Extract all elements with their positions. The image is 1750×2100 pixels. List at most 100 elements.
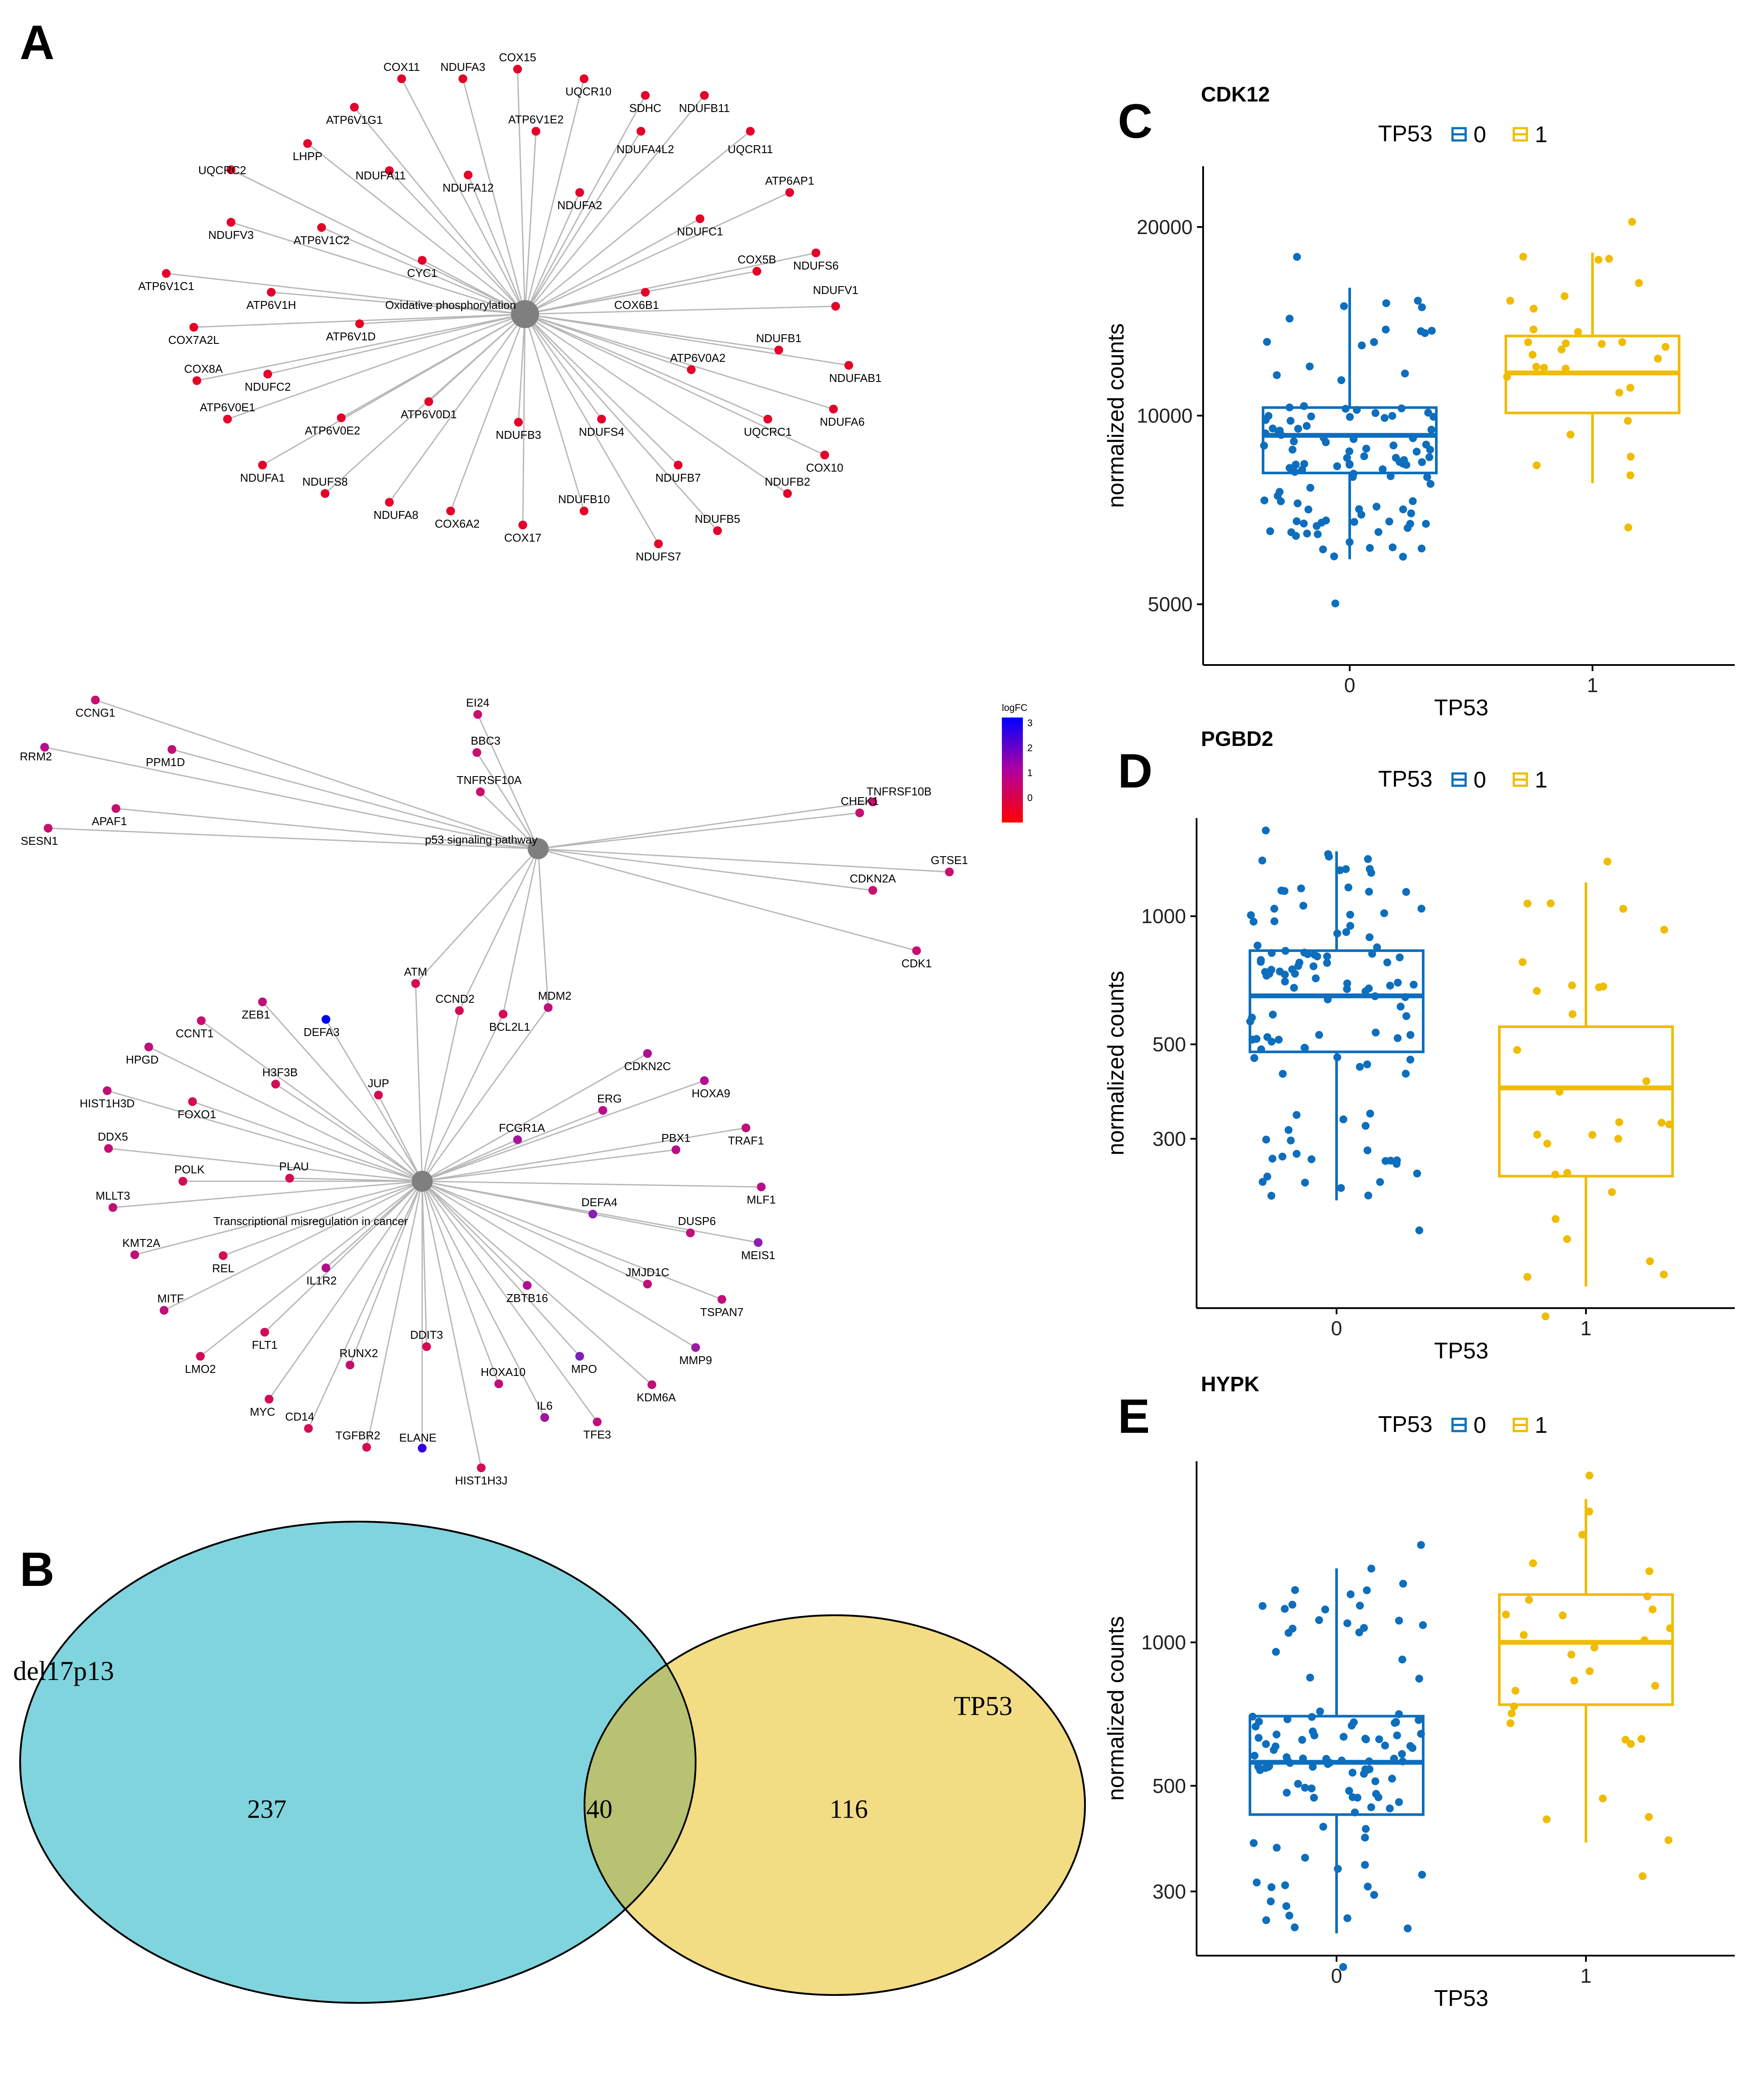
data-point <box>1321 1605 1330 1614</box>
data-point <box>1345 447 1354 455</box>
data-point <box>1356 1601 1364 1610</box>
network-edge <box>525 218 700 315</box>
gene-label: DEFA3 <box>304 1026 340 1039</box>
gene-node <box>700 91 709 100</box>
data-point <box>1339 1115 1348 1124</box>
legend-label: 0 <box>1474 1413 1486 1438</box>
data-point <box>1364 1191 1372 1200</box>
gene-node <box>422 1342 431 1351</box>
data-point <box>1615 388 1624 397</box>
network-edge <box>95 699 539 850</box>
network-edge <box>502 848 539 1015</box>
network-edge <box>421 1181 598 1422</box>
data-point <box>1362 1825 1370 1833</box>
data-point <box>1543 1815 1551 1824</box>
gene-label: NDUFB7 <box>655 471 701 484</box>
data-point <box>1310 1794 1318 1802</box>
colorbar-tick: 0 <box>1027 792 1032 803</box>
logfc-colorbar: logFC 3 2 1 0 <box>1002 702 1032 822</box>
gene-node <box>178 1177 187 1186</box>
network-edge <box>108 1148 423 1182</box>
pathway-hub-node <box>412 1171 433 1192</box>
gene-node <box>785 188 794 197</box>
data-point <box>1374 528 1382 536</box>
data-point <box>1274 1036 1283 1044</box>
data-point <box>1350 518 1358 526</box>
gene-label: ELANE <box>399 1431 436 1444</box>
gene-label: TNFRSF10B <box>867 785 932 798</box>
data-point <box>1399 553 1407 561</box>
gene-label: NDUFA4L2 <box>616 143 674 156</box>
data-point <box>1250 1751 1259 1760</box>
data-point <box>1568 981 1576 990</box>
gene-label: ZEB1 <box>242 1008 270 1021</box>
network-edge <box>525 291 646 315</box>
y-axis-title: normalized counts <box>1103 971 1129 1155</box>
data-point <box>1343 1619 1351 1628</box>
data-point <box>1250 917 1258 926</box>
legend-title: TP53 <box>1378 1412 1432 1437</box>
data-point <box>1259 1178 1267 1186</box>
gene-label: TSPAN7 <box>700 1306 743 1319</box>
gene-node <box>513 1135 522 1144</box>
gene-label: KMT2A <box>122 1236 161 1250</box>
data-point <box>1619 905 1628 913</box>
network-edge <box>524 314 602 420</box>
data-point <box>1408 1744 1417 1752</box>
data-point <box>1294 1780 1302 1788</box>
data-point <box>1428 326 1436 335</box>
network-edge <box>415 983 423 1182</box>
network-edge <box>275 1083 423 1182</box>
gene-node <box>350 103 359 112</box>
gene-label: NDUFB2 <box>765 475 810 488</box>
network-edge <box>415 848 539 984</box>
network-edge <box>458 848 539 1011</box>
network-edge <box>262 1001 423 1182</box>
data-point <box>1382 1157 1390 1165</box>
network-edge <box>525 313 849 366</box>
network-edge <box>308 1181 423 1429</box>
x-axis-title: TP53 <box>1434 695 1488 721</box>
gene-node <box>746 127 755 136</box>
data-point <box>1558 345 1566 354</box>
data-point <box>1513 1046 1521 1054</box>
gene-label: UQCR11 <box>728 143 773 156</box>
gene-label: ATP6V1C1 <box>138 280 194 293</box>
data-point <box>1402 1012 1410 1020</box>
data-point <box>1409 497 1417 505</box>
data-point <box>1298 1736 1306 1744</box>
gene-label: DDX5 <box>98 1130 128 1143</box>
data-point <box>1346 413 1354 421</box>
data-point <box>1401 369 1409 378</box>
data-point <box>1418 458 1426 466</box>
network-edge <box>422 1053 648 1182</box>
pathway-hub-node <box>511 300 539 328</box>
data-point <box>1525 1596 1533 1604</box>
data-point <box>1398 1656 1407 1664</box>
gene-label: NDUFA11 <box>355 169 406 182</box>
gene-label: PPM1D <box>146 756 185 769</box>
network-edge <box>525 252 816 315</box>
data-point <box>1281 1605 1289 1613</box>
data-point <box>1292 517 1301 525</box>
gene-label: DUSP6 <box>678 1214 716 1228</box>
gene-node <box>168 745 176 754</box>
data-point <box>1547 899 1555 907</box>
data-point <box>1388 412 1396 420</box>
gene-node <box>700 1076 709 1085</box>
data-point <box>1426 445 1434 454</box>
data-point <box>1362 1122 1370 1130</box>
network-edge <box>134 1180 423 1256</box>
gene-label: JUP <box>368 1077 389 1090</box>
data-point <box>1595 983 1603 991</box>
gene-node <box>844 361 853 370</box>
data-point <box>1284 1629 1293 1637</box>
data-point <box>1361 1861 1369 1869</box>
gene-label: IL1R2 <box>306 1274 336 1287</box>
gene-node <box>162 269 171 278</box>
data-point <box>1361 1834 1369 1842</box>
data-point <box>1421 329 1429 337</box>
data-point <box>1281 1881 1289 1890</box>
gene-node <box>104 1144 113 1153</box>
